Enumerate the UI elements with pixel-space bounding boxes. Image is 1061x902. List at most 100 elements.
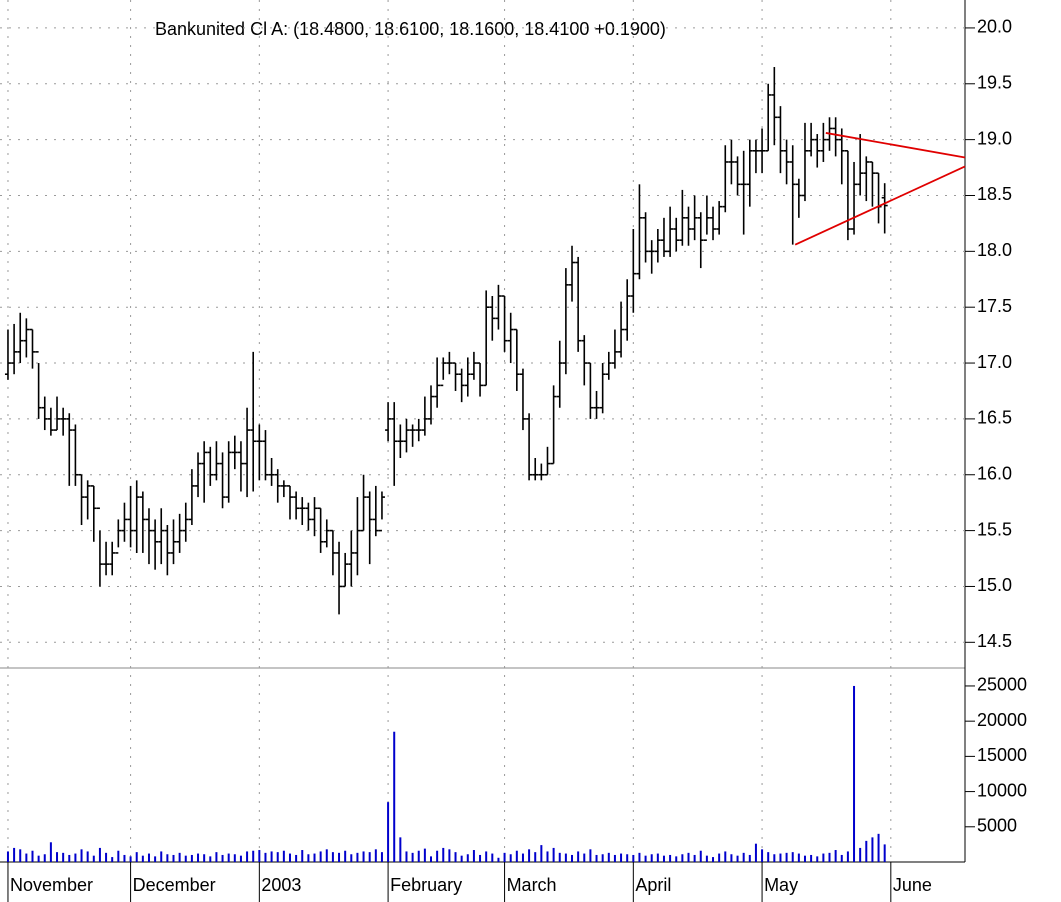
volume-bar [197,853,200,862]
y-tick-label: 15.0 [977,575,1012,595]
volume-bar [865,840,868,862]
x-tick-label: April [635,875,671,895]
volume-bar [620,853,623,862]
volume-bar [264,852,267,862]
volume-bar [742,852,745,862]
volume-bar [319,851,322,862]
volume-bar [356,852,359,862]
volume-bar [393,731,396,862]
volume-bar [221,854,224,862]
volume-bar [331,852,334,862]
volume-bar [773,854,776,862]
volume-bar [669,854,672,862]
volume-bar [534,852,537,862]
volume-bar [68,854,71,862]
volume-bar [233,854,236,862]
volume-bar [307,854,310,862]
volume-bar [687,852,690,862]
volume-bar [374,849,377,862]
volume-bar [239,855,242,862]
volume-bar [803,855,806,862]
volume-bar [147,853,150,862]
volume-bar [166,854,169,862]
volume-bar [117,850,120,862]
y-tick-label: 16.0 [977,463,1012,483]
volume-bar [693,854,696,862]
volume-bar [135,852,138,862]
volume-bar [362,851,365,862]
volume-bar [423,848,426,862]
volume-bar [350,854,353,862]
volume-bar [810,854,813,862]
volume-bar [301,850,304,862]
y-tick-label: 18.0 [977,240,1012,260]
y-tick-label: 17.5 [977,296,1012,316]
y-tick-label: 10000 [977,780,1027,800]
volume-bar [6,851,9,862]
volume-bar [190,854,193,862]
volume-bar [491,853,494,862]
volume-bar [607,852,610,862]
volume-bar [650,854,653,862]
x-tick-label: December [133,875,216,895]
volume-bar [338,852,341,862]
volume-bar [80,849,83,862]
volume-bar [246,851,249,862]
y-tick-label: 19.5 [977,73,1012,93]
volume-bar [503,852,506,862]
volume-bar [123,854,126,862]
volume-bar [730,854,733,862]
volume-bar [515,850,518,862]
volume-bar [662,855,665,862]
volume-bar [129,856,132,862]
volume-bar [282,850,285,862]
volume-bar [31,850,34,862]
volume-bar [86,851,89,862]
volume-bar [215,852,218,862]
volume-bar [344,850,347,862]
volume-bar [485,851,488,862]
volume-bar [859,847,862,862]
volume-bar [258,850,261,862]
volume-bar [380,852,383,862]
volume-bar [325,849,328,862]
volume-bar [871,837,874,862]
volume-bar [853,685,856,862]
volume-bar [227,853,230,862]
volume-bar [736,855,739,862]
legend-text: Bankunited Cl A: (18.4800, 18.6100, 18.1… [155,19,666,39]
y-tick-label: 16.5 [977,408,1012,428]
volume-bar [19,849,22,862]
volume-bar [466,854,469,862]
volume-bar [564,853,567,862]
volume-bar [74,853,77,862]
volume-bar [160,851,163,862]
volume-bar [528,849,531,862]
volume-bar [761,849,764,862]
y-tick-label: 19.0 [977,128,1012,148]
volume-bar [644,855,647,862]
volume-bar [583,853,586,862]
volume-bar [632,854,635,862]
volume-bar [454,852,457,862]
volume-bar [178,852,181,862]
volume-bar [791,852,794,862]
volume-bar [252,850,255,862]
volume-bar [626,854,629,862]
volume-bar [92,855,95,862]
volume-bar [442,847,445,862]
volume-bar [595,854,598,862]
volume-bar [521,853,524,862]
volume-bar [270,851,273,862]
volume-bar [552,847,555,862]
volume-bar [430,856,433,862]
volume-bar [288,853,291,862]
volume-bar [448,849,451,862]
y-tick-label: 14.5 [977,631,1012,651]
volume-bar [822,853,825,862]
volume-bar [472,850,475,862]
volume-bar [154,856,157,862]
volume-bar [49,842,52,862]
volume-bar [184,855,187,862]
volume-bar [589,849,592,862]
